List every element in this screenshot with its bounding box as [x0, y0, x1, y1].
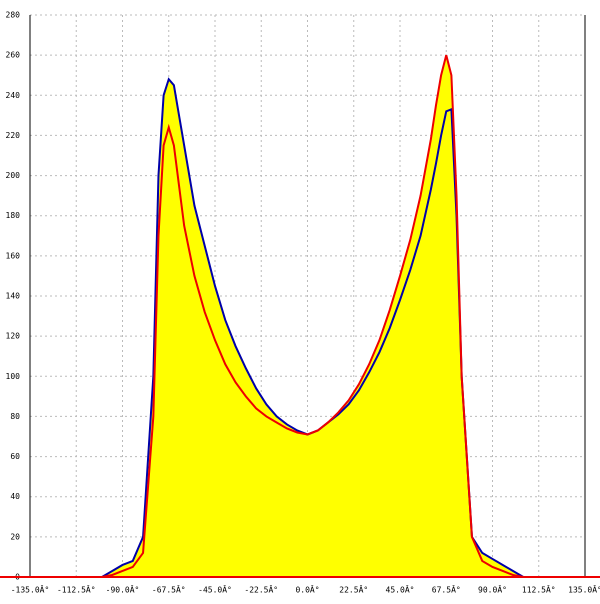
x-tick-label: -135.0Â° — [11, 584, 50, 595]
y-tick-label: 160 — [6, 251, 21, 260]
area-fill — [101, 55, 524, 577]
x-tick-label: 22.5Â° — [339, 584, 368, 595]
y-tick-label: 260 — [6, 51, 21, 60]
x-tick-label: -90.0Â° — [106, 584, 140, 595]
x-tick-label: 67.5Â° — [432, 584, 461, 595]
y-tick-label: 80 — [10, 412, 20, 421]
y-tick-label: 60 — [10, 452, 20, 461]
y-tick-label: 40 — [10, 492, 20, 501]
x-tick-label: -22.5Â° — [244, 584, 278, 595]
y-tick-label: 180 — [6, 211, 21, 220]
x-tick-label: 135.0Â° — [568, 584, 600, 595]
y-tick-label: 100 — [6, 372, 21, 381]
series-line — [101, 54, 524, 578]
x-tick-label: 90.0Â° — [478, 584, 507, 595]
x-tick-label: -67.5Â° — [152, 584, 186, 595]
x-tick-label: 0.0Â° — [295, 584, 319, 595]
y-tick-label: 20 — [10, 532, 20, 541]
y-tick-label: 140 — [6, 292, 21, 301]
y-tick-label: 240 — [6, 91, 21, 100]
y-tick-label: 220 — [6, 131, 21, 140]
x-tick-label: 112.5Â° — [522, 584, 556, 595]
y-tick-label: 120 — [6, 332, 21, 341]
x-tick-label: -112.5Â° — [57, 584, 96, 595]
x-tick-label: 45.0Â° — [386, 584, 415, 595]
y-tick-label: 200 — [6, 171, 21, 180]
x-tick-label: -45.0Â° — [198, 584, 232, 595]
y-tick-label: 280 — [6, 11, 21, 20]
